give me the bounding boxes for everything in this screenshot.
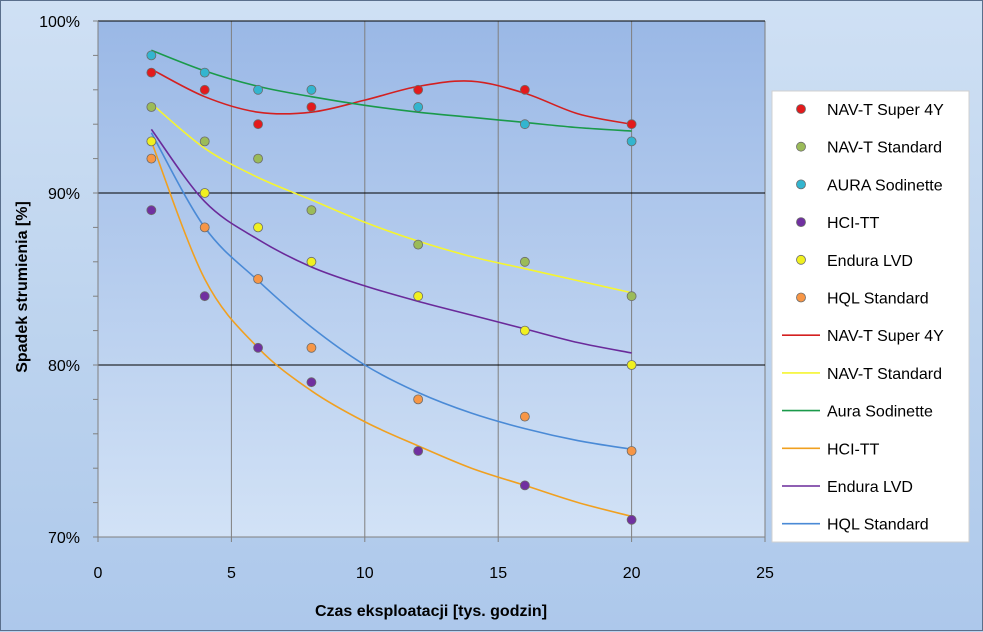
trend-line-5 <box>150 132 632 451</box>
legend-box <box>771 90 970 543</box>
legend-label: NAV-T Super 4Y <box>827 102 944 119</box>
data-point-4 <box>146 136 157 147</box>
legend-label: HQL Standard <box>827 291 929 308</box>
legend-label: NAV-T Standard <box>827 140 942 157</box>
trend-line-1 <box>150 102 632 294</box>
data-point-4 <box>413 291 424 302</box>
y-axis-title: Spadek strumienia [%] <box>14 201 31 373</box>
trend-line-0 <box>150 68 632 125</box>
data-point-0 <box>626 119 637 130</box>
trend-lines <box>150 49 632 518</box>
data-point-0 <box>253 119 263 130</box>
data-point-5 <box>626 446 637 456</box>
data-point-1 <box>306 205 317 216</box>
tick-labels: 70% 80% 90% 100% 0 5 10 15 20 25 <box>39 14 774 582</box>
data-point-3 <box>146 205 157 216</box>
legend-marker-0 <box>796 104 806 114</box>
data-point-5 <box>413 394 424 405</box>
trend-line-3 <box>150 141 632 518</box>
data-point-0 <box>306 102 317 112</box>
data-point-0 <box>146 67 157 78</box>
data-point-1 <box>626 291 637 302</box>
data-point-4 <box>519 325 530 336</box>
data-point-3 <box>413 446 424 456</box>
legend-marker-2 <box>796 179 806 190</box>
axis-titles: Czas eksploatacji [tys. godzin] Spadek st… <box>14 201 547 620</box>
data-point-0 <box>413 84 424 95</box>
plot-area <box>98 21 765 537</box>
data-point-2 <box>253 84 263 95</box>
data-point-1 <box>413 239 424 250</box>
x-tick-label: 15 <box>489 565 507 582</box>
x-tick-label: 5 <box>227 565 236 582</box>
data-point-3 <box>306 377 317 388</box>
data-point-5 <box>519 411 530 422</box>
x-tick-label: 25 <box>756 565 774 582</box>
legend-label: AURA Sodinette <box>827 177 943 194</box>
x-tick-label: 0 <box>94 565 103 582</box>
data-point-4 <box>253 222 263 233</box>
y-tick-label: 90% <box>48 186 80 203</box>
trend-line-4 <box>150 128 632 354</box>
y-tick-label: 80% <box>48 358 80 375</box>
legend-label: NAV-T Super 4Y <box>827 328 944 345</box>
legend-label: HCI-TT <box>827 441 880 458</box>
legend-marker-3 <box>796 217 806 228</box>
legend-label: HCI-TT <box>827 215 880 232</box>
data-point-5 <box>199 222 210 233</box>
data-point-1 <box>253 153 263 164</box>
x-tick-label: 20 <box>623 565 641 582</box>
legend-label: Endura LVD <box>827 253 913 270</box>
data-point-3 <box>199 291 210 302</box>
legend-label: HQL Standard <box>827 517 929 534</box>
data-point-2 <box>519 119 530 130</box>
legend: NAV-T Super 4Y NAV-T Standard AURA Sodinet… <box>771 90 970 543</box>
data-point-5 <box>306 342 317 353</box>
legend-marker-4 <box>796 254 806 265</box>
data-point-3 <box>253 342 263 353</box>
data-point-2 <box>413 102 424 112</box>
data-point-1 <box>519 256 530 267</box>
data-point-4 <box>306 256 317 267</box>
data-points <box>146 50 637 525</box>
data-point-2 <box>626 136 637 147</box>
data-point-1 <box>199 136 210 147</box>
data-point-1 <box>146 102 157 112</box>
data-point-5 <box>146 153 157 164</box>
data-point-2 <box>199 67 210 78</box>
x-tick-label: 10 <box>356 565 374 582</box>
x-axis-title: Czas eksploatacji [tys. godzin] <box>315 603 547 620</box>
data-point-3 <box>626 514 637 525</box>
data-point-2 <box>146 50 157 61</box>
legend-label: Aura Sodinette <box>827 404 933 421</box>
grid <box>93 20 766 542</box>
data-point-2 <box>306 84 317 95</box>
data-point-0 <box>199 84 210 95</box>
legend-marker-1 <box>796 141 806 152</box>
y-tick-label: 70% <box>48 530 80 547</box>
data-point-0 <box>519 84 530 95</box>
data-point-3 <box>519 480 530 491</box>
trend-line-2 <box>151 49 632 132</box>
legend-marker-5 <box>796 292 806 303</box>
data-point-4 <box>199 188 210 198</box>
data-point-5 <box>253 274 263 284</box>
data-point-4 <box>626 360 637 370</box>
legend-label: NAV-T Standard <box>827 366 942 383</box>
legend-label: Endura LVD <box>827 479 913 496</box>
y-tick-label: 100% <box>39 14 80 31</box>
